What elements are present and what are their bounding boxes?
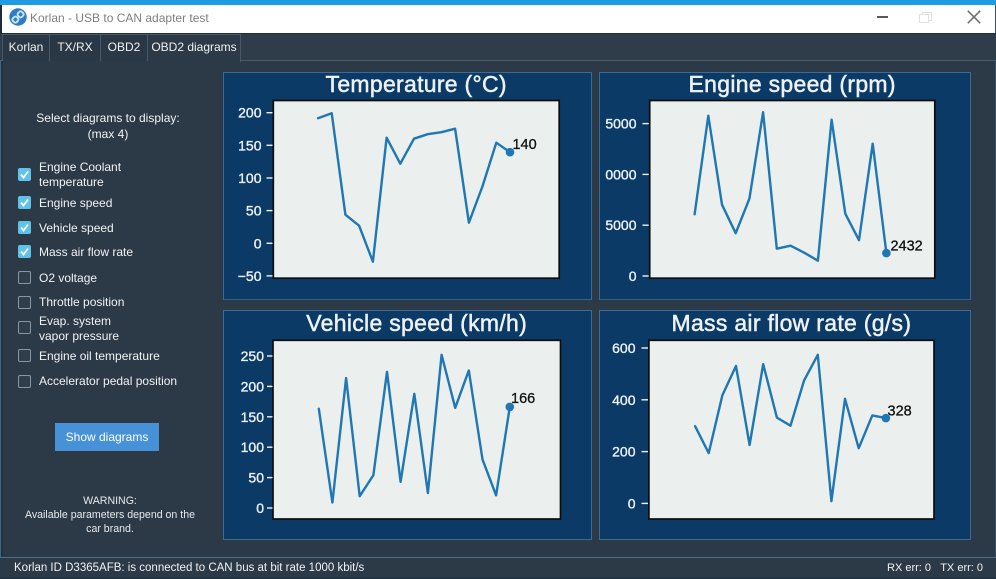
svg-text:0: 0 [628, 268, 636, 284]
svg-text:100: 100 [238, 170, 262, 186]
svg-text:200: 200 [612, 444, 636, 460]
svg-text:Engine speed (rpm): Engine speed (rpm) [688, 72, 895, 97]
svg-text:2432: 2432 [890, 239, 922, 255]
svg-text:140: 140 [512, 137, 536, 153]
svg-text:5000: 5000 [605, 217, 636, 233]
svg-text:150: 150 [240, 409, 264, 425]
svg-text:150: 150 [238, 138, 262, 154]
svg-text:Vehicle speed (km/h): Vehicle speed (km/h) [306, 310, 527, 336]
svg-text:600: 600 [612, 340, 636, 356]
svg-text:0: 0 [627, 495, 635, 511]
svg-text:0: 0 [256, 500, 264, 516]
svg-text:0000: 0000 [605, 167, 636, 183]
svg-text:400: 400 [612, 392, 636, 408]
svg-text:Mass air flow rate (g/s): Mass air flow rate (g/s) [671, 310, 911, 336]
svg-text:5000: 5000 [605, 116, 636, 132]
svg-text:200: 200 [240, 378, 264, 394]
svg-text:50: 50 [248, 470, 264, 486]
svg-text:166: 166 [511, 391, 535, 407]
svg-text:−50: −50 [237, 268, 261, 284]
svg-text:328: 328 [887, 404, 911, 420]
svg-text:250: 250 [240, 348, 264, 364]
svg-text:200: 200 [238, 105, 262, 121]
svg-text:50: 50 [245, 203, 261, 219]
svg-text:0: 0 [253, 236, 261, 252]
svg-text:100: 100 [240, 439, 264, 455]
svg-text:Temperature (°C): Temperature (°C) [325, 72, 506, 97]
